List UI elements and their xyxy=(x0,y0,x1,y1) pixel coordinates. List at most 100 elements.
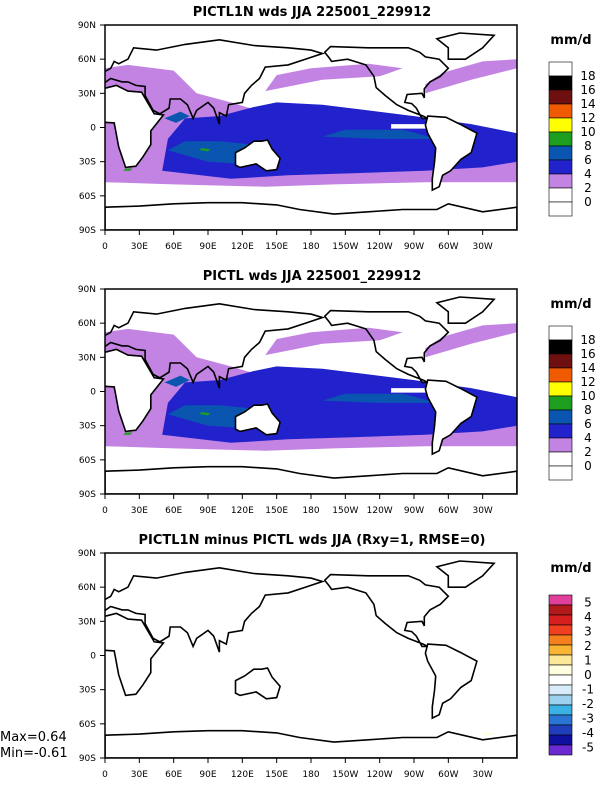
lon-tick-label: 90E xyxy=(199,242,216,252)
colorbar-label: 18 xyxy=(580,69,595,83)
precip-region-north-storm-lilac xyxy=(265,327,403,356)
lon-tick-label: 120E xyxy=(231,506,254,516)
lon-tick-label: 180 xyxy=(302,242,319,252)
lon-tick-label: 120E xyxy=(231,770,254,780)
colorbar-swatch xyxy=(548,714,573,726)
lat-tick-label: 60S xyxy=(79,720,96,730)
lon-tick-label: 30E xyxy=(131,242,148,252)
colorbar-swatch xyxy=(548,634,573,646)
lon-tick-label: 30W xyxy=(472,770,492,780)
lat-tick-label: 30N xyxy=(78,617,96,627)
colorbar-swatch xyxy=(548,614,573,626)
colorbar-label: 16 xyxy=(580,83,595,97)
lat-tick-label: 60N xyxy=(78,55,96,65)
lat-tick-label: 30N xyxy=(78,353,96,363)
lat-tick-label: 0 xyxy=(90,388,96,398)
precip-region-green-2 xyxy=(123,432,133,435)
lat-tick-label: 0 xyxy=(90,652,96,662)
coastline-south-america xyxy=(424,379,478,456)
coastline-europe-asia xyxy=(105,38,326,125)
map-panel-1: PICTL1N wds JJA 225001_229912 90N 60N 30N 0 3… xyxy=(78,5,596,252)
colorbar-swatch xyxy=(548,674,573,686)
colorbar-swatch xyxy=(548,381,573,397)
lon-tick-label: 180 xyxy=(302,506,319,516)
colorbar-label: -4 xyxy=(582,726,594,740)
colorbar-swatch xyxy=(548,61,573,77)
colorbar-swatch xyxy=(548,704,573,716)
coastline-australia xyxy=(234,403,281,436)
lon-tick-label: 90E xyxy=(199,506,216,516)
lat-tick-label: 60N xyxy=(78,583,96,593)
coastline-north-america xyxy=(323,45,450,120)
colorbar-label: 0 xyxy=(584,668,592,682)
land-mask-australia xyxy=(235,404,281,435)
colorbar-swatch xyxy=(548,353,573,369)
land-mask-south-america xyxy=(425,116,477,191)
lon-tick-label: 60W xyxy=(438,242,458,252)
precip-region-trade-blue xyxy=(322,393,437,403)
lon-tick-label: 150E xyxy=(265,770,288,780)
colorbar-swatch xyxy=(548,664,573,676)
colorbar-units: mm/d xyxy=(550,297,591,312)
coastline-africa xyxy=(105,84,165,169)
colorbar-label: 10 xyxy=(580,389,595,403)
colorbar-swatch xyxy=(548,131,573,147)
colorbar-swatch xyxy=(548,395,573,411)
colorbar-label: 1 xyxy=(584,653,592,667)
lat-tick-label: 30S xyxy=(79,158,96,168)
land-mask-greenland xyxy=(436,33,495,60)
lon-tick-label: 30E xyxy=(131,770,148,780)
land-mask-south-america xyxy=(425,380,477,455)
precip-region-arabian-blue xyxy=(164,375,190,387)
lat-tick-label: 30S xyxy=(79,422,96,432)
lon-tick-label: 150W xyxy=(332,242,358,252)
colorbar-label: 14 xyxy=(580,97,595,111)
lat-tick-label: 90N xyxy=(78,549,96,559)
lon-tick-label: 0 xyxy=(102,242,108,252)
lat-tick-label: 90S xyxy=(79,754,96,764)
lon-tick-label: 150W xyxy=(332,506,358,516)
lon-tick-label: 60W xyxy=(438,770,458,780)
coastline-antarctica xyxy=(105,201,517,230)
colorbar-label: -3 xyxy=(582,712,594,726)
precip-region-atlantic-lilac xyxy=(425,323,517,358)
min-label: Min=-0.61 xyxy=(0,746,68,761)
coastline-australia xyxy=(234,667,281,700)
colorbar-swatch xyxy=(548,437,573,453)
lon-tick-label: 120W xyxy=(367,770,393,780)
coastline-africa xyxy=(105,612,165,697)
lat-tick-label: 0 xyxy=(90,124,96,134)
precip-region-arabian-blue xyxy=(164,111,190,123)
colorbar-swatch xyxy=(548,75,573,91)
colorbar-swatch xyxy=(548,89,573,105)
colorbar-swatch xyxy=(548,724,573,736)
land-mask-australia xyxy=(235,140,281,171)
lon-tick-label: 60W xyxy=(438,506,458,516)
lon-tick-label: 90W xyxy=(404,242,424,252)
colorbar-swatch xyxy=(548,744,573,756)
land-mask-greenland xyxy=(436,297,495,324)
lat-tick-label: 60N xyxy=(78,319,96,329)
colorbar-swatch xyxy=(548,654,573,666)
coastline-antarctica xyxy=(105,729,517,758)
coastline-europe-asia xyxy=(105,566,326,653)
lat-tick-label: 90N xyxy=(78,21,96,31)
lat-tick-label: 90N xyxy=(78,285,96,295)
colorbar-label: -2 xyxy=(582,697,594,711)
colorbar-label: 2 xyxy=(584,445,592,459)
colorbar-swatch xyxy=(548,159,573,175)
lon-tick-label: 60E xyxy=(165,242,182,252)
lon-tick-label: 60E xyxy=(165,506,182,516)
lat-tick-label: 30S xyxy=(79,686,96,696)
max-label: Max=0.64 xyxy=(0,730,67,745)
map-background xyxy=(105,553,517,758)
panel-title: PICTL wds JJA 225001_229912 xyxy=(203,269,421,284)
colorbar-swatch xyxy=(548,103,573,119)
colorbar-label: -5 xyxy=(582,741,594,755)
map-area xyxy=(105,25,517,230)
coastline-south-america xyxy=(424,643,478,720)
lon-tick-label: 0 xyxy=(102,506,108,516)
lat-tick-label: 60S xyxy=(79,192,96,202)
colorbar-label: 0 xyxy=(584,459,592,473)
